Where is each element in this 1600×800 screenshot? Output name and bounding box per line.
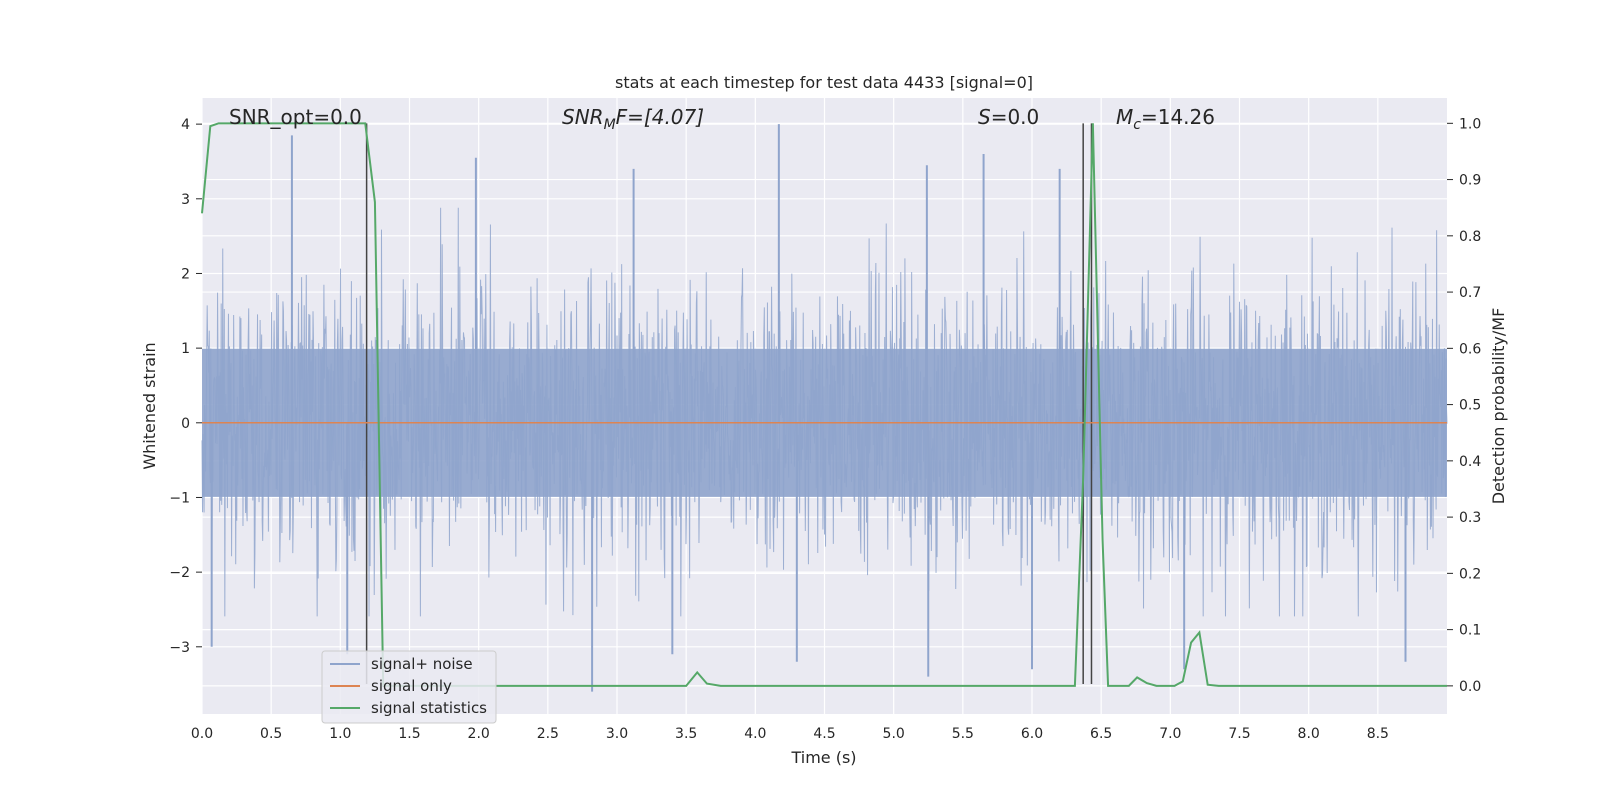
- y-tick-label-left: −3: [169, 640, 190, 656]
- x-tick-label: 3.5: [675, 726, 697, 742]
- y-tick-label-left: 2: [181, 266, 190, 282]
- y-tick-label-right: 0.7: [1459, 285, 1481, 301]
- x-axis-label: Time (s): [790, 748, 856, 767]
- x-tick-label: 6.5: [1090, 726, 1112, 742]
- x-tick-label: 7.0: [1159, 726, 1181, 742]
- line-series: [201, 122, 1447, 687]
- x-tick-label: 1.5: [398, 726, 420, 742]
- x-tick-label: 0.0: [191, 726, 213, 742]
- y-tick-label-right: 1.0: [1459, 116, 1481, 132]
- x-tick-label: 5.5: [952, 726, 974, 742]
- y-tick-label-right: 0.5: [1459, 398, 1481, 414]
- tick-labels: 0.0 0.5 1.0 1.5 2.0 2.5 3.0 3.5 4.0 4.5 5.0 5.5 6.0 6…: [169, 116, 1481, 742]
- y-tick-label-right: 0.1: [1459, 623, 1481, 639]
- legend: signal+ noise signal only signal statist…: [321, 650, 497, 724]
- y-axis-label-left: Whitened strain: [140, 342, 159, 469]
- y-tick-label-left: −1: [169, 490, 190, 506]
- annotation-snr-mf-main: SNR: [562, 105, 604, 129]
- y-tick-label-left: 1: [181, 341, 190, 357]
- annotation-mc: Mc=14.26: [1116, 105, 1215, 133]
- y-tick-label-right: 0.2: [1459, 566, 1481, 582]
- x-tick-label: 3.0: [606, 726, 628, 742]
- annotation-snr-opt: SNR_opt=0.0: [229, 105, 362, 129]
- x-tick-label: 6.0: [1021, 726, 1043, 742]
- annotation-snr-mf: SNRMF=[4.07]: [562, 105, 704, 133]
- x-tick-label: 0.5: [260, 726, 282, 742]
- y-tick-label-right: 0.3: [1459, 510, 1481, 526]
- y-tick-label-right: 0.9: [1459, 173, 1481, 189]
- annotation-s-main: S: [978, 105, 991, 129]
- y-tick-label-left: 0: [181, 416, 190, 432]
- x-tick-label: 2.5: [537, 726, 559, 742]
- y-tick-label-right: 0.4: [1459, 454, 1481, 470]
- y-tick-label-left: −2: [169, 565, 190, 581]
- legend-label-signal-noise: signal+ noise: [371, 655, 473, 673]
- x-tick-label: 1.0: [329, 726, 351, 742]
- annotation-mc-main: M: [1116, 105, 1133, 129]
- x-tick-label: 4.5: [813, 726, 835, 742]
- legend-label-signal-statistics: signal statistics: [371, 699, 487, 717]
- annotation-snr-mf-rest: F=[4.07]: [616, 105, 704, 129]
- x-tick-label: 5.0: [883, 726, 905, 742]
- vertical-lines: [365, 123, 1093, 684]
- annotation-s: S=0.0: [978, 105, 1039, 129]
- y-axis-label-right: Detection probability/MF: [1489, 308, 1508, 505]
- x-tick-label: 4.0: [744, 726, 766, 742]
- annotation-mc-rest: =14.26: [1141, 105, 1215, 129]
- signal-statistics-line: [201, 122, 1447, 687]
- annotation-snr-mf-sub: M: [604, 117, 616, 133]
- x-tick-label: 2.0: [468, 726, 490, 742]
- annotation-s-rest: =0.0: [991, 105, 1040, 129]
- legend-label-signal-only: signal only: [371, 677, 452, 695]
- x-tick-label: 8.0: [1298, 726, 1320, 742]
- legend-box: [321, 650, 497, 724]
- y-tick-label-left: 4: [181, 117, 190, 133]
- chart-title: stats at each timestep for test data 443…: [615, 73, 1033, 92]
- y-tick-label-left: 3: [181, 192, 190, 208]
- y-tick-label-right: 0.8: [1459, 229, 1481, 245]
- y-tick-label-right: 0.6: [1459, 341, 1481, 357]
- annotation-mc-sub: c: [1133, 117, 1141, 133]
- x-tick-label: 8.5: [1367, 726, 1389, 742]
- x-tick-label: 7.5: [1228, 726, 1250, 742]
- y-tick-label-right: 0.0: [1459, 679, 1481, 695]
